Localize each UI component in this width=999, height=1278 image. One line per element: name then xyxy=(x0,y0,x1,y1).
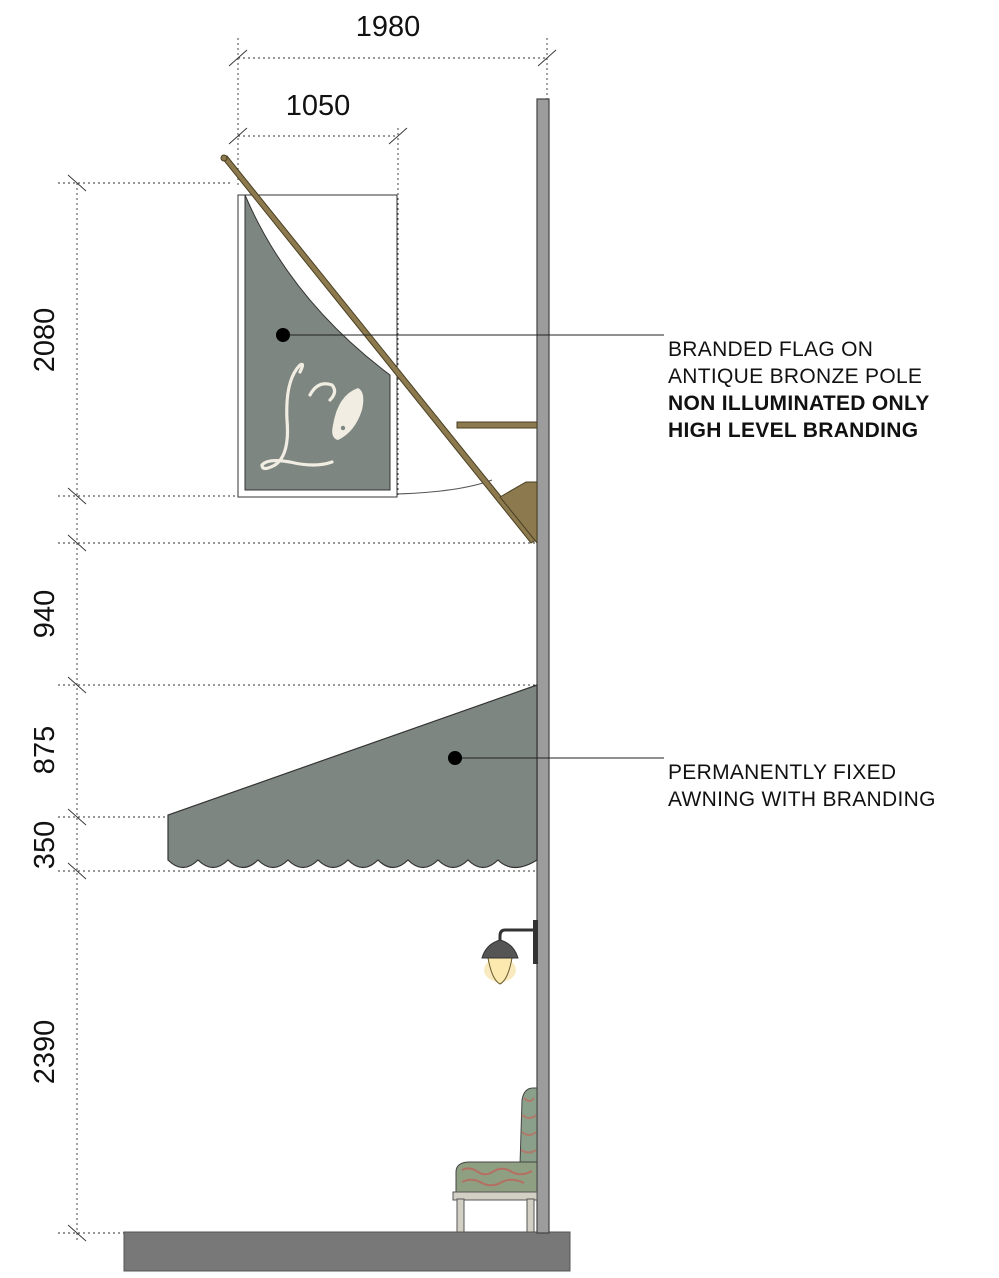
branded-flag xyxy=(237,194,493,498)
dimension-875-label: 875 xyxy=(29,726,61,774)
flag-callout-text: BRANDED FLAG ON ANTIQUE BRONZE POLE NON … xyxy=(668,336,930,444)
bronze-pole xyxy=(220,154,538,545)
dimension-940-label: 940 xyxy=(29,590,61,638)
awning-callout-line-1: PERMANENTLY FIXED xyxy=(668,761,897,784)
flag-callout-line-2: ANTIQUE BRONZE POLE xyxy=(668,365,923,388)
awning-callout-dot xyxy=(448,751,462,765)
flag-callout-line-1: BRANDED FLAG ON xyxy=(668,338,874,361)
ground-slab xyxy=(123,1231,571,1272)
flag-swing-arc xyxy=(396,479,493,495)
wall-lamp-icon xyxy=(481,920,538,985)
dimension-1050-label: 1050 xyxy=(286,90,351,122)
awning-fabric xyxy=(167,684,538,869)
dimension-2080-label: 2080 xyxy=(29,308,61,373)
dimension-1050 xyxy=(228,127,408,495)
dimension-350-label: 350 xyxy=(29,821,61,869)
callout-leaders xyxy=(276,328,664,765)
dimension-2390-label: 2390 xyxy=(29,1020,61,1085)
flag-callout-line-3: NON ILLUMINATED ONLY xyxy=(668,392,930,415)
facade-wall xyxy=(536,98,550,1234)
vertical-dimension-chain xyxy=(58,174,535,1242)
awning-callout-text: PERMANENTLY FIXED AWNING WITH BRANDING xyxy=(668,759,936,813)
fish-eye-icon xyxy=(340,425,346,431)
dimension-1980-label: 1980 xyxy=(356,11,421,43)
brand-logo-icon xyxy=(260,362,337,471)
flag-callout-line-4: HIGH LEVEL BRANDING xyxy=(668,419,919,442)
awning-callout-line-2: AWNING WITH BRANDING xyxy=(668,788,936,811)
bench-seat xyxy=(452,1087,538,1233)
fish-icon xyxy=(332,388,364,440)
fixed-awning xyxy=(167,684,538,869)
dimension-1980 xyxy=(228,38,557,185)
flag-callout-dot xyxy=(276,328,290,342)
